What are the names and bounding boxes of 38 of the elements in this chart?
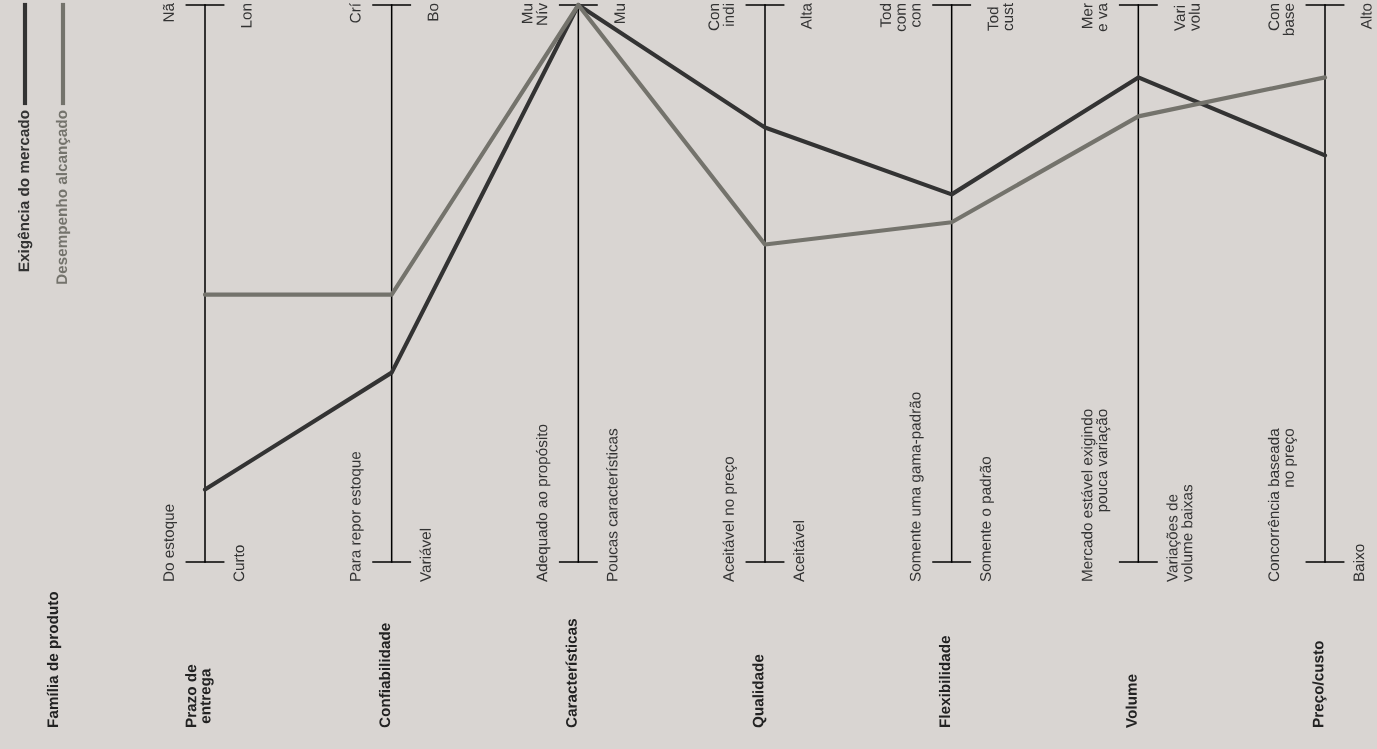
annotation: Para repor estoque	[349, 451, 364, 581]
x-tick-label: Qualidade	[752, 654, 767, 728]
annotation: Crí	[349, 3, 361, 23]
annotation: Mu	[614, 4, 626, 23]
annotation: Do estoque	[163, 504, 177, 581]
annotation: Concorrência baseada no preço	[1267, 428, 1297, 582]
x-tick-label: Volume	[1125, 674, 1137, 728]
annotation: Somente o padrão	[979, 456, 994, 582]
annotation: Aceitável no preço	[722, 456, 737, 582]
annotation: Variações de volume baixas	[1166, 484, 1193, 582]
annotation: Aceitável	[792, 521, 805, 582]
text: Exigência do mercado	[17, 110, 33, 272]
text: Família de produto	[46, 591, 62, 727]
x-tick-label: Preço/custo	[1312, 641, 1327, 727]
annotation: Mu Nív	[521, 3, 548, 25]
annotation: Lon	[241, 3, 252, 28]
annotation: Alta	[800, 3, 812, 30]
annotation: Adequado ao propósito	[535, 424, 551, 582]
annotation: Poucas características	[606, 428, 618, 581]
annotation: Variável	[419, 528, 431, 582]
annotation: Bo	[427, 3, 439, 21]
annotation: Somente uma gama-padrão	[909, 392, 924, 582]
annotation: Mercado estável exigindo pouca variação	[1081, 409, 1111, 581]
annotation: Baixo	[1353, 544, 1365, 581]
x-tick-label: Confiabilidade	[378, 623, 391, 728]
annotation: Con indi	[708, 3, 734, 31]
x-tick-label: Prazo de entrega	[185, 664, 214, 727]
annotation: Tod com con	[879, 3, 921, 32]
annotation: Curto	[233, 545, 245, 582]
annotation: Tod cust	[987, 3, 1014, 31]
x-tick-label: Flexibilidade	[938, 635, 951, 727]
annotation: Nã	[162, 3, 174, 22]
annotation: Vari volu	[1173, 4, 1200, 31]
annotation: Con base	[1268, 3, 1294, 36]
annotation: Mer e va	[1081, 3, 1108, 32]
text: Desempenho alcançado	[55, 110, 71, 284]
annotation: Alto	[1360, 3, 1372, 30]
x-tick-label: Características	[565, 619, 577, 728]
